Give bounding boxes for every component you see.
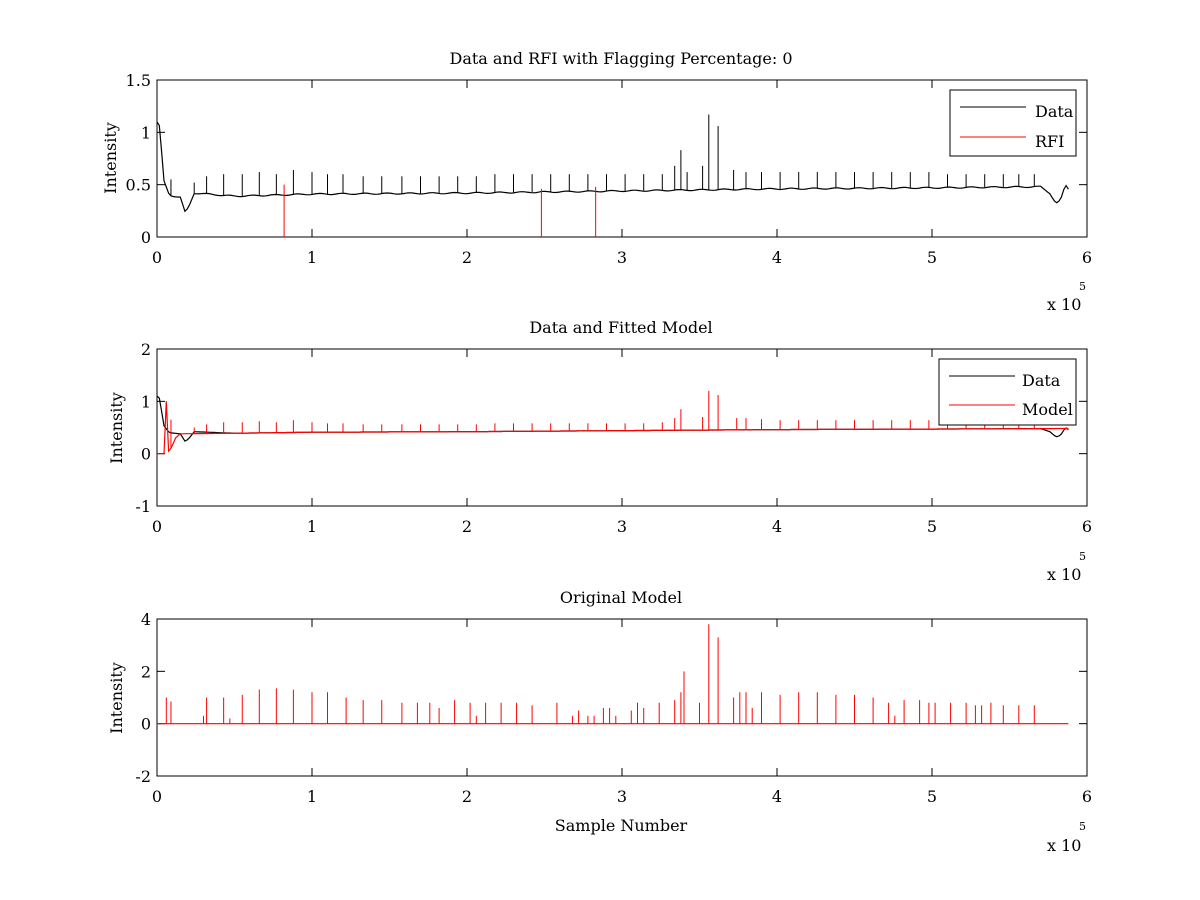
x-multiplier-label: x 10 [1047, 295, 1081, 314]
y-tick-label: 1.5 [126, 71, 151, 90]
y-tick-label: 0 [141, 445, 151, 464]
plot-area: 0 1 2 3 4 5 6 0 0.5 1 1.5 [126, 71, 1093, 267]
x-tick-label: 3 [617, 517, 627, 536]
x-tick-label: 5 [927, 517, 937, 536]
y-tick-label: 2 [141, 662, 151, 681]
legend-box [949, 89, 1077, 157]
legend-label-rfi: RFI [1035, 132, 1064, 151]
x-tick-label: 0 [152, 248, 162, 267]
x-tick-label: 6 [1082, 517, 1092, 536]
y-axis-label: Intensity [101, 122, 120, 194]
y-tick-label: 2 [141, 340, 151, 359]
panel-title: Data and RFI with Flagging Percentage: 0 [449, 49, 792, 68]
legend-label-data: Data [1022, 371, 1061, 390]
y-tick-label: 1 [141, 392, 151, 411]
legend-box [938, 358, 1077, 426]
x-tick-label: 2 [462, 517, 472, 536]
x-exponent-label: 5 [1079, 280, 1086, 293]
x-tick-label: 1 [307, 787, 317, 806]
y-tick-label: -2 [135, 767, 151, 786]
y-tick-label: -1 [135, 497, 151, 516]
x-tick-label: 3 [617, 248, 627, 267]
x-tick-label: 5 [927, 787, 937, 806]
panel-title: Original Model [560, 588, 682, 607]
x-tick-label: 4 [772, 517, 782, 536]
x-tick-label: 6 [1082, 248, 1092, 267]
x-multiplier-label: x 10 [1047, 565, 1081, 584]
x-tick-label: 1 [307, 517, 317, 536]
x-tick-label: 2 [462, 248, 472, 267]
x-tick-label: 4 [772, 248, 782, 267]
legend-label-data: Data [1035, 102, 1074, 121]
series-line-model [157, 401, 1069, 455]
y-tick-label: 0.5 [126, 176, 151, 195]
panel-fitted-model: Data and Fitted Model Intensity 0 1 2 3 4 5 6 -… [107, 318, 1092, 584]
panel-title: Data and Fitted Model [529, 318, 712, 337]
series-group [157, 624, 1069, 725]
x-tick-label: 0 [152, 517, 162, 536]
x-tick-label: 2 [462, 787, 472, 806]
series-line-data [157, 121, 1069, 213]
panel-rfi: Data and RFI with Flagging Percentage: 0… [101, 49, 1092, 314]
y-axis-label: Intensity [107, 662, 126, 734]
x-tick-label: 3 [617, 787, 627, 806]
x-tick-label: 1 [307, 248, 317, 267]
x-exponent-label: 5 [1079, 820, 1086, 833]
x-tick-label: 0 [152, 787, 162, 806]
x-tick-label: 6 [1082, 787, 1092, 806]
x-tick-label: 4 [772, 787, 782, 806]
x-tick-label: 5 [927, 248, 937, 267]
y-tick-label: 0 [141, 228, 151, 247]
series-group [157, 114, 1069, 237]
y-axis-label: Intensity [107, 392, 126, 464]
x-multiplier-label: x 10 [1047, 836, 1081, 855]
x-axis-label: Sample Number [555, 816, 688, 835]
legend: Data Model [938, 358, 1077, 426]
legend: Data RFI [949, 89, 1077, 157]
y-tick-label: 1 [141, 123, 151, 142]
legend-label-model: Model [1022, 400, 1073, 419]
y-tick-label: 4 [141, 610, 151, 629]
y-tick-label: 0 [141, 715, 151, 734]
x-exponent-label: 5 [1079, 550, 1086, 563]
series-group [157, 390, 1069, 455]
